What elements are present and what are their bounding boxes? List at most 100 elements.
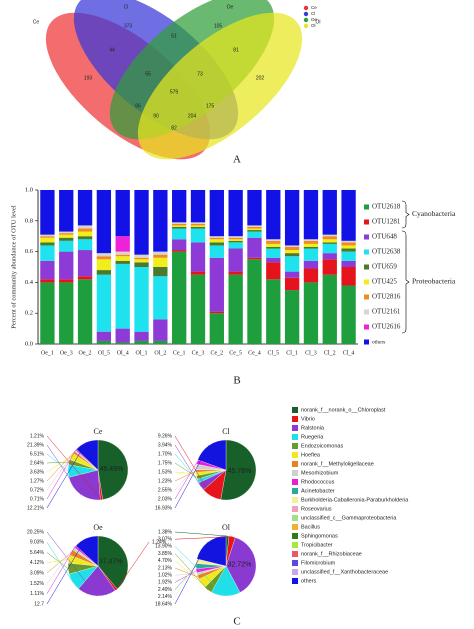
slice-label: 1.24% [152, 539, 167, 545]
region-count: 202 [256, 75, 265, 81]
bar-segment [77, 250, 93, 277]
pie-slice [225, 537, 257, 593]
y-tick-label: 0.8 [25, 217, 33, 224]
leader-line [174, 466, 197, 491]
bar-segment [77, 279, 93, 344]
bar-segment [190, 274, 206, 344]
bar-segment [77, 225, 93, 229]
leader-line [46, 538, 87, 605]
bar-segment [303, 240, 319, 244]
leader-line [46, 444, 81, 495]
slice-label: 2.55% [158, 487, 173, 493]
bar-segment [322, 234, 337, 237]
bar-segment [77, 239, 93, 251]
bar-segment [284, 256, 300, 272]
region-count: 73 [197, 71, 203, 77]
legend-swatch [292, 416, 298, 422]
bar-segment [134, 254, 149, 258]
legend-swatch [292, 506, 298, 512]
slice-label: 21.39% [27, 442, 45, 448]
bar-segment [153, 257, 168, 267]
legend-label: Ralstonia [301, 425, 325, 431]
y-tick-label: 0.2 [25, 310, 33, 317]
region-count: 82 [171, 125, 177, 131]
bar-segment [59, 190, 74, 232]
bar-segment [209, 237, 224, 240]
leader-line [174, 546, 226, 597]
bar-segment [247, 225, 262, 227]
pie-slice [220, 439, 257, 501]
bar-segment [228, 236, 243, 238]
leader-line [174, 573, 198, 576]
leader-line [46, 546, 76, 594]
slice-label: 12.21% [27, 505, 45, 511]
panel-label: A [233, 154, 241, 166]
legend-swatch [292, 551, 298, 557]
leader-line [46, 531, 97, 597]
leader-line [174, 567, 199, 578]
slice-label: 0.72% [30, 487, 45, 493]
set-label: Oe [227, 4, 234, 10]
region-count: 44 [109, 47, 115, 53]
bar-segment [341, 248, 356, 252]
bar-segment [303, 268, 319, 283]
leader-line [174, 542, 208, 605]
venn-set [137, 12, 303, 160]
pie-title: Ol [222, 523, 231, 532]
bar-segment [228, 274, 243, 344]
legend-swatch [292, 497, 298, 503]
leader-line [174, 471, 197, 475]
legend-label: Endozoicomonas [301, 443, 343, 449]
leader-line [174, 445, 209, 509]
bar-segment [40, 279, 55, 283]
legend-label: OTU2816 [372, 293, 401, 301]
legend-swatch [292, 560, 298, 566]
panel-label: B [233, 375, 240, 387]
bar-segment [153, 251, 168, 255]
bar-segment [172, 239, 187, 251]
x-tick-label: Ol_5 [98, 350, 110, 356]
bar-segment [153, 190, 168, 252]
legend-label: Tropicibacter [301, 542, 333, 548]
leader-line [116, 541, 150, 590]
leader-line [174, 536, 233, 540]
bar-segment [190, 225, 206, 227]
legend-label: norank_f__Methyloligellaceae [301, 461, 374, 467]
bar-segment [59, 237, 74, 241]
legend-label: OTU2616 [372, 323, 401, 331]
bar-segment [115, 256, 130, 261]
bar-segment [96, 331, 112, 341]
bar-segment [172, 250, 187, 252]
legend-label: OTU2638 [372, 248, 401, 256]
bar-segment [59, 251, 74, 280]
legend-swatch [292, 515, 298, 521]
bar-segment [153, 340, 168, 344]
leader-line [174, 470, 197, 482]
bar-segment [209, 242, 224, 246]
legend-label: Ol [311, 23, 316, 28]
slice-label: 13.90% [155, 544, 173, 550]
bar-segment [190, 228, 206, 243]
bar-segment [134, 257, 149, 260]
bar-segment [172, 222, 187, 224]
slice-label: 32.72% [228, 562, 252, 569]
bar-segment [40, 190, 55, 235]
region-count: 105 [214, 23, 223, 29]
legend-swatch [364, 249, 369, 255]
legend-label: Mesorhizobium [301, 470, 339, 476]
bar-segment [115, 236, 130, 252]
legend-swatch [292, 569, 298, 575]
bar-segment [153, 267, 168, 277]
legend-label: OTU425 [372, 278, 397, 286]
bar-segment [303, 260, 319, 269]
pie-slice [97, 439, 129, 500]
bar-segment [115, 342, 130, 344]
bar-segment [247, 230, 262, 232]
slice-label: 3.85% [158, 551, 173, 557]
bar-segment [322, 242, 337, 244]
panel-label: C [233, 616, 240, 628]
bar-segment [40, 234, 55, 237]
x-tick-label: Ol_4 [117, 350, 129, 356]
bar-segment [266, 248, 281, 258]
